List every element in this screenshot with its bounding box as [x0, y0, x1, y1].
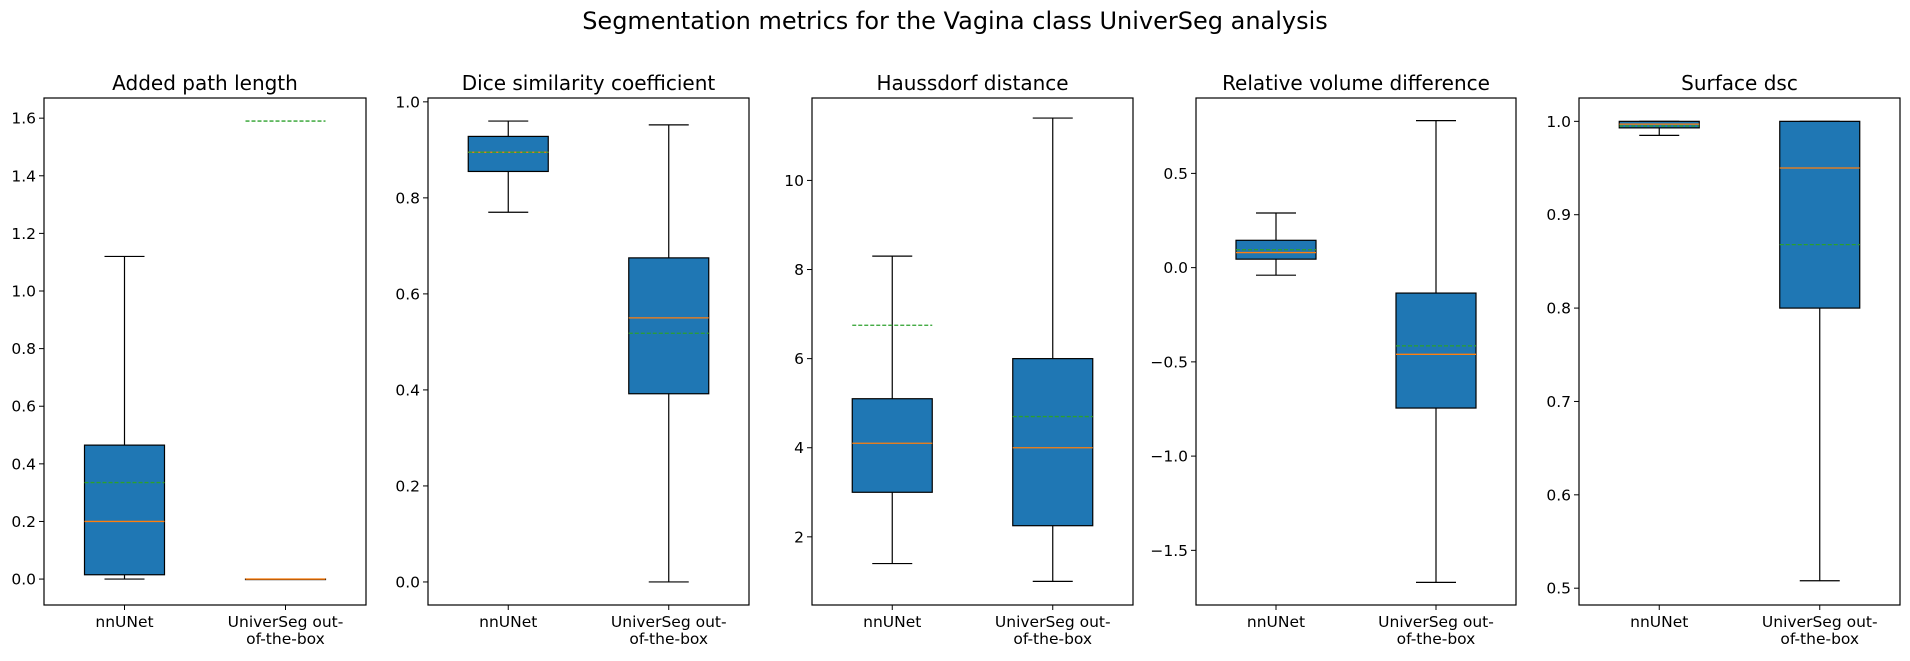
y-tick-label: 0.2 — [395, 477, 420, 495]
x-tick-label: nnUNet — [863, 613, 921, 631]
box-nnunet — [83, 255, 166, 580]
y-tick-label: 0.5 — [1163, 165, 1188, 183]
subplot-title: Relative volume difference — [1222, 71, 1490, 95]
y-tick-label: 0.9 — [1546, 206, 1571, 224]
box-universeg — [1395, 120, 1477, 583]
x-tick-label: UniverSeg out-of-the-box — [228, 613, 344, 648]
y-tick-label: 1.2 — [11, 225, 36, 243]
subplot-title: Surface dsc — [1681, 71, 1798, 95]
x-tick-label: nnUNet — [95, 613, 153, 631]
y-tick-label: 0.8 — [395, 189, 420, 207]
x-tick-label: nnUNet — [1247, 613, 1305, 631]
subplot-title: Added path length — [112, 71, 298, 95]
y-tick-label: −1.0 — [1150, 448, 1188, 466]
box-nnunet — [1235, 212, 1317, 276]
box-iqr — [851, 398, 933, 493]
x-tick-label: UniverSeg out-of-the-box — [1378, 613, 1494, 648]
y-tick-label: 10 — [784, 172, 804, 190]
box-iqr — [1395, 292, 1477, 409]
y-tick-label: 0.4 — [11, 455, 36, 473]
y-tick-label: 0.4 — [395, 381, 420, 399]
axes-frame — [427, 97, 750, 606]
y-tick-label: 0.0 — [11, 571, 36, 589]
subplot-3: Haussdorf distance 2 4 6 8 10 nnUNet UniverSeg … — [784, 71, 1134, 648]
y-tick-label: 0.0 — [1163, 259, 1188, 277]
y-tick-label: −0.5 — [1150, 353, 1188, 371]
x-tick-label: UniverSeg out-of-the-box — [995, 613, 1111, 648]
y-tick-label: 8 — [794, 261, 804, 279]
subplot-2: Dice similarity coefficient 0.0 0.2 0.4 0.6 0… — [395, 71, 750, 648]
box-universeg — [244, 120, 327, 581]
x-tick-label: nnUNet — [1630, 613, 1688, 631]
axes-frame — [43, 97, 367, 606]
box-nnunet — [851, 255, 933, 565]
box-nnunet — [467, 120, 549, 213]
figure-title: Segmentation metrics for the Vagina clas… — [582, 7, 1328, 35]
y-tick-label: 2 — [794, 528, 804, 546]
y-tick-label: 6 — [794, 350, 804, 368]
y-tick-label: 0.8 — [11, 340, 36, 358]
subplot-5: Surface dsc 0.5 0.6 0.7 0.8 0.9 1.0 nnUNet Unive… — [1546, 71, 1901, 648]
subplot-4: Relative volume difference −1.5 −1.0 −0.5 0.… — [1150, 71, 1517, 648]
y-tick-label: 0.6 — [11, 398, 36, 416]
subplot-1: Added path length 0.0 0.2 0.4 0.6 0.8 1.0 1.2 1.… — [11, 71, 367, 648]
y-tick-label: 0.8 — [1546, 300, 1571, 318]
box-universeg — [1012, 117, 1094, 582]
y-tick-label: 1.0 — [395, 93, 420, 111]
box-nnunet — [1618, 120, 1700, 136]
box-iqr — [1779, 120, 1861, 309]
subplot-title: Dice similarity coefficient — [462, 71, 716, 95]
y-tick-label: 0.6 — [395, 285, 420, 303]
x-tick-label: nnUNet — [479, 613, 537, 631]
y-tick-label: 0.6 — [1546, 486, 1571, 504]
y-tick-label: 1.4 — [11, 167, 36, 185]
x-tick-label: UniverSeg out-of-the-box — [611, 613, 727, 648]
box-iqr — [628, 257, 710, 395]
x-tick-label: UniverSeg out-of-the-box — [1762, 613, 1878, 648]
box-universeg — [1779, 120, 1861, 582]
y-tick-label: 0.2 — [11, 513, 36, 531]
axes-frame — [811, 97, 1134, 606]
y-tick-label: 1.6 — [11, 110, 36, 128]
y-tick-label: 0.0 — [395, 573, 420, 591]
box-iqr — [1012, 358, 1094, 527]
y-tick-label: 4 — [794, 439, 804, 457]
box-iqr — [83, 444, 166, 576]
subplot-title: Haussdorf distance — [876, 71, 1068, 95]
box-universeg — [628, 124, 710, 583]
box-iqr — [467, 135, 549, 173]
y-tick-label: 1.0 — [1546, 113, 1571, 131]
y-tick-label: 1.0 — [11, 283, 36, 301]
y-tick-label: 0.5 — [1546, 580, 1571, 598]
axes-frame — [1578, 97, 1901, 606]
y-tick-label: 0.7 — [1546, 393, 1571, 411]
y-tick-label: −1.5 — [1150, 542, 1188, 560]
axes-frame — [1195, 97, 1517, 606]
